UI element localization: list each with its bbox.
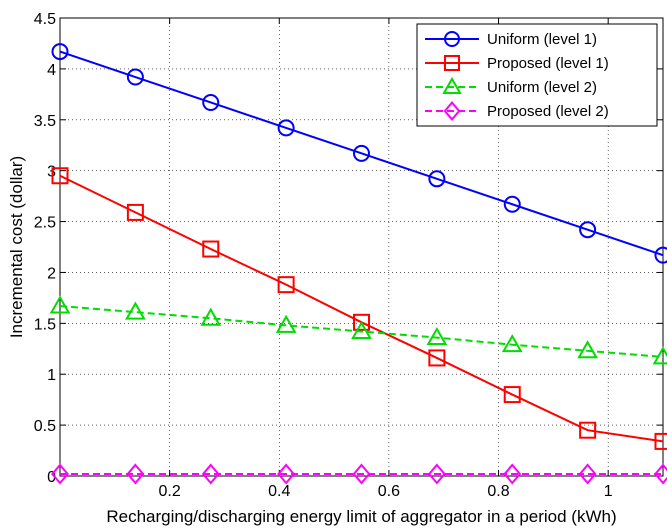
- legend-label: Uniform (level 1): [487, 31, 597, 48]
- x-axis-label: Recharging/discharging energy limit of a…: [106, 507, 616, 526]
- x-tick-label: 1: [604, 483, 613, 500]
- y-axis-label: Incremental cost (dollar): [7, 156, 26, 338]
- data-point: [578, 463, 597, 485]
- data-point: [351, 320, 372, 339]
- legend-label: Uniform (level 2): [487, 79, 597, 96]
- data-point: [652, 346, 667, 365]
- legend-marker: [442, 76, 462, 95]
- legend-marker: [443, 101, 461, 121]
- data-point: [202, 93, 220, 111]
- y-tick-label: 4: [47, 62, 56, 79]
- legend-item: Uniform (level 1): [425, 31, 597, 48]
- data-point: [51, 43, 69, 61]
- legend-item: Proposed (level 1): [425, 55, 609, 72]
- data-point: [577, 340, 598, 359]
- data-point: [426, 326, 448, 346]
- data-point: [275, 314, 297, 333]
- x-tick-label: 0.4: [268, 483, 290, 500]
- x-tick-label: 0.6: [378, 483, 400, 500]
- data-point: [49, 295, 71, 314]
- data-point: [503, 463, 522, 485]
- series-4: [51, 463, 667, 485]
- data-point: [352, 463, 371, 485]
- series-layer: [49, 43, 667, 485]
- y-tick-label: 4.5: [34, 11, 56, 28]
- data-point: [428, 349, 446, 367]
- data-point: [501, 334, 523, 353]
- y-tick-label: 1.5: [34, 316, 56, 333]
- legend-marker: [444, 55, 460, 71]
- data-point: [427, 463, 446, 485]
- series-line: [59, 305, 664, 358]
- data-point: [277, 276, 295, 294]
- data-point: [353, 144, 370, 162]
- y-tick-label: 2.5: [34, 215, 56, 232]
- series-1: [51, 43, 667, 264]
- data-point: [51, 167, 69, 185]
- data-point: [126, 68, 144, 86]
- x-tick-label: 0.2: [159, 483, 181, 500]
- y-tick-label: 2: [47, 265, 56, 282]
- series-line: [59, 50, 664, 257]
- data-point: [579, 421, 597, 439]
- legend-item: Uniform (level 2): [425, 76, 597, 96]
- data-point: [654, 246, 667, 264]
- data-point: [201, 463, 220, 485]
- legend-marker: [444, 31, 460, 47]
- data-point: [51, 463, 69, 485]
- data-point: [200, 307, 222, 326]
- series-3: [49, 295, 667, 365]
- data-point: [277, 119, 295, 137]
- data-point: [125, 301, 146, 320]
- x-tick-label: 0.8: [487, 483, 509, 500]
- y-tick-label: 3.5: [34, 113, 56, 130]
- y-tick-label: 0.5: [34, 418, 56, 435]
- data-point: [579, 221, 597, 239]
- legend: Uniform (level 1) Proposed (level 1) Unifo…: [416, 23, 658, 127]
- data-point: [277, 463, 296, 485]
- legend-item: Proposed (level 2): [425, 101, 609, 121]
- data-point: [428, 170, 446, 188]
- legend-label: Proposed (level 1): [487, 55, 609, 72]
- data-point: [126, 203, 144, 221]
- data-point: [654, 463, 667, 485]
- data-point: [503, 195, 521, 213]
- data-point: [202, 240, 220, 258]
- data-point: [654, 432, 667, 450]
- legend-label: Proposed (level 2): [487, 103, 609, 120]
- axis-ticks: 0.2 0.4 0.6 0.8 100.511.522.533.544.5: [34, 11, 663, 500]
- data-point: [353, 313, 370, 331]
- data-point: [126, 463, 145, 485]
- data-point: [503, 386, 521, 404]
- y-tick-label: 0: [47, 469, 56, 486]
- y-tick-label: 1: [47, 367, 56, 384]
